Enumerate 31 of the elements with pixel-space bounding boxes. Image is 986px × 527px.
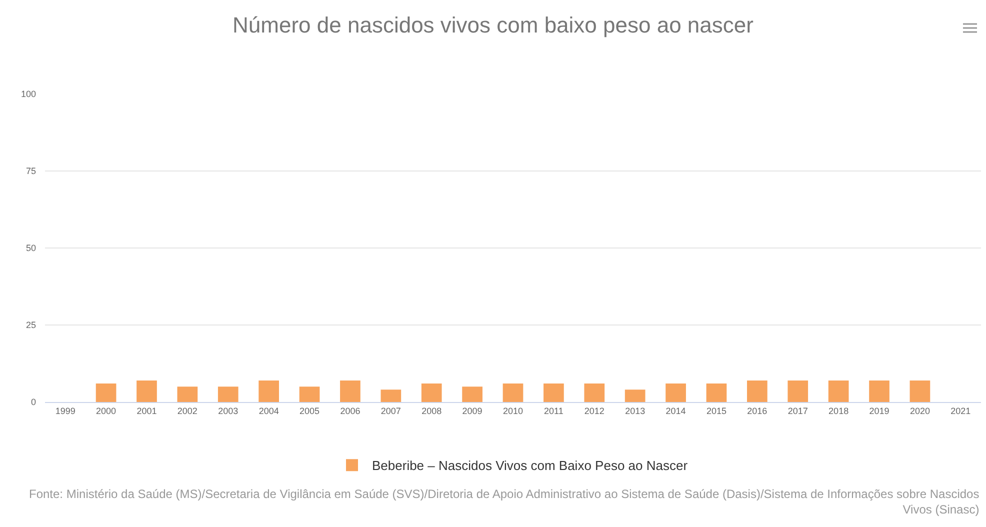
y-tick-label: 0 bbox=[30, 397, 36, 408]
x-tick-label: 2016 bbox=[747, 406, 768, 416]
x-tick-label: 2004 bbox=[258, 406, 279, 416]
legend-label: Beberibe – Nascidos Vivos com Baixo Peso ao Nascer bbox=[372, 458, 688, 474]
x-tick-label: 2017 bbox=[788, 406, 808, 416]
x-tick-label: 2000 bbox=[96, 406, 116, 416]
x-tick-label: 2007 bbox=[380, 406, 401, 416]
x-tick-label: 2012 bbox=[584, 406, 604, 416]
y-tick-label: 75 bbox=[26, 166, 36, 176]
x-tick-label: 2021 bbox=[950, 406, 971, 416]
x-tick-label: 2010 bbox=[502, 406, 524, 416]
x-tick-label: 2019 bbox=[869, 406, 890, 416]
y-tick-label: 25 bbox=[26, 320, 36, 330]
x-tick-label: 2014 bbox=[666, 406, 686, 416]
chart-title: Número de nascidos vivos com baixo peso ao nascer bbox=[232, 12, 754, 38]
x-tick-label: 2018 bbox=[828, 406, 849, 416]
y-tick-label: 100 bbox=[20, 89, 36, 100]
x-tick-label: 2006 bbox=[340, 406, 360, 416]
x-tick-label: 2020 bbox=[910, 406, 930, 416]
x-tick-label: 2013 bbox=[625, 406, 646, 416]
y-tick-label: 50 bbox=[26, 243, 36, 254]
x-tick-label: 2003 bbox=[218, 406, 238, 416]
x-tick-label: 2001 bbox=[136, 406, 157, 416]
x-tick-label: 2005 bbox=[300, 406, 320, 416]
x-tick-label: 2002 bbox=[177, 406, 198, 416]
x-tick-label: 2011 bbox=[544, 406, 564, 416]
source-note: Fonte: Ministério da Saúde (MS)/Secretaria de Vigilância em Saúde (SVS)/Diretoria de Apoio Administrativo ao Sistema de Saúde (Dasis)/Sistema de Informações sobre Nascidos Vivos (Sinasc) bbox=[29, 487, 980, 517]
x-tick-label: 2008 bbox=[422, 406, 442, 416]
x-tick-label: 2009 bbox=[462, 406, 482, 416]
x-tick-label: 1999 bbox=[55, 406, 76, 416]
x-tick-label: 2015 bbox=[706, 406, 726, 416]
